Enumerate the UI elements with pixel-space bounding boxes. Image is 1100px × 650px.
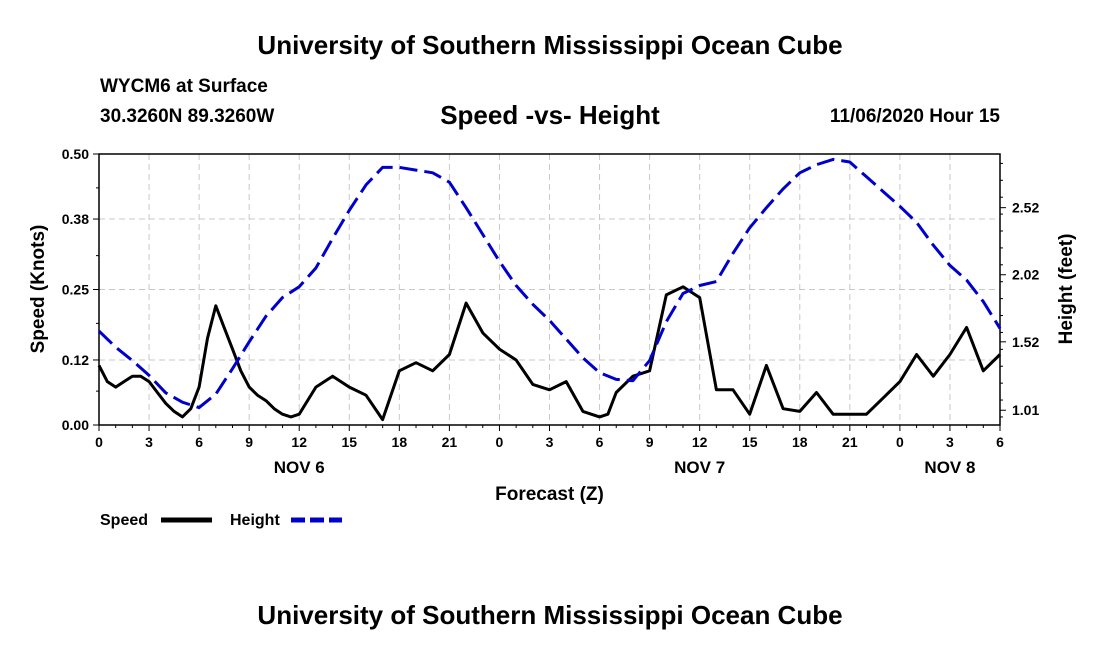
- x-tick-label: 0: [896, 434, 904, 450]
- forecast-datetime: 11/06/2020 Hour 15: [829, 106, 1000, 127]
- day-label: NOV 8: [924, 458, 975, 477]
- x-tick-label: 6: [996, 434, 1004, 450]
- legend-height-label: Height: [230, 512, 280, 529]
- legend: Speed Height: [100, 512, 342, 529]
- y2-tick-label: 1.01: [1012, 402, 1039, 418]
- station-label: WYCM6 at Surface: [100, 76, 268, 97]
- y2-axis-title: Height (feet): [1056, 234, 1077, 345]
- x-tick-label: 12: [692, 434, 708, 450]
- x-tick-label: 15: [742, 434, 758, 450]
- x-axis-title: Forecast (Z): [495, 484, 604, 505]
- y-tick-label: 0.25: [62, 282, 89, 298]
- x-tick-label: 15: [341, 434, 357, 450]
- coordinates-label: 30.3260N 89.3260W: [100, 106, 275, 127]
- y-tick-label: 0.38: [62, 211, 89, 227]
- day-label: NOV 7: [674, 458, 725, 477]
- y-tick-label: 0.00: [62, 417, 89, 433]
- x-tick-label: 6: [195, 434, 203, 450]
- x-tick-label: 9: [245, 434, 253, 450]
- x-tick-label: 3: [546, 434, 554, 450]
- x-tick-label: 3: [145, 434, 153, 450]
- x-tick-label: 9: [646, 434, 654, 450]
- legend-speed-label: Speed: [100, 512, 148, 529]
- height-series-line: [97, 157, 1002, 410]
- x-tick-label: 21: [842, 434, 858, 450]
- axis-ticks: 0 3 6 9 12 15 18 21 0 3 6 9 12 15 18 21 0 3 6 0.00 0.12 0.25 0…: [62, 146, 1040, 477]
- y2-tick-label: 2.52: [1012, 200, 1039, 216]
- x-tick-label: 12: [291, 434, 307, 450]
- x-tick-label: 18: [792, 434, 808, 450]
- x-tick-label: 6: [596, 434, 604, 450]
- grid: [99, 154, 1000, 425]
- footer-title: University of Southern Mississippi Ocean…: [257, 600, 843, 630]
- speed-series-line: [97, 285, 1002, 422]
- y2-tick-label: 1.52: [1012, 334, 1039, 350]
- y-axis-title: Speed (Knots): [28, 225, 49, 354]
- x-tick-label: 21: [442, 434, 458, 450]
- x-tick-label: 3: [946, 434, 954, 450]
- x-tick-label: 0: [496, 434, 504, 450]
- page-title: University of Southern Mississippi Ocean…: [257, 30, 843, 60]
- y-tick-label: 0.12: [62, 352, 89, 368]
- x-tick-label: 18: [392, 434, 408, 450]
- y2-tick-label: 2.02: [1012, 267, 1039, 283]
- y-tick-label: 0.50: [62, 146, 89, 162]
- day-label: NOV 6: [274, 458, 325, 477]
- series: [97, 157, 1002, 422]
- chart-title: Speed -vs- Height: [440, 100, 660, 130]
- x-tick-label: 0: [95, 434, 103, 450]
